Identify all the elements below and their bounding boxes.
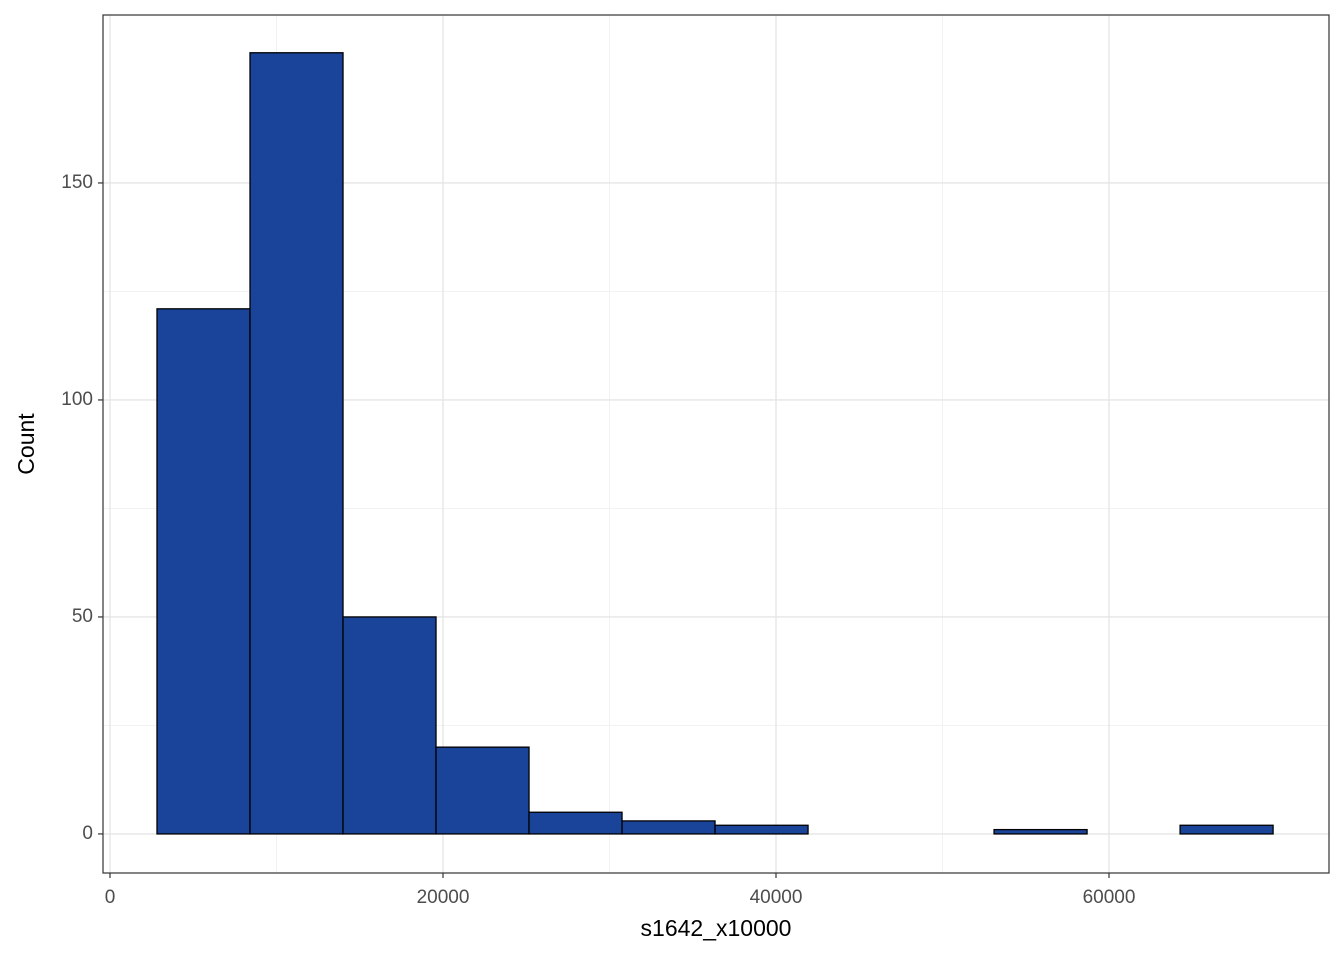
y-tick-label: 0	[82, 823, 93, 844]
x-tick-label: 40000	[750, 887, 803, 908]
bars	[156, 52, 1274, 835]
y-tick-label: 150	[61, 172, 93, 193]
panel-border	[102, 14, 1330, 874]
bar	[528, 811, 623, 835]
y-tick-label: 100	[61, 389, 93, 410]
x-tick-label: 0	[105, 887, 116, 908]
bar	[714, 824, 809, 835]
bar	[342, 616, 437, 835]
y-tick-label: 50	[72, 606, 93, 627]
bar	[621, 820, 716, 835]
x-tick-label: 20000	[417, 887, 470, 908]
x-tick-label: 60000	[1083, 887, 1136, 908]
bar	[993, 828, 1088, 835]
bar	[249, 52, 344, 835]
y-axis-title: Count	[13, 413, 39, 475]
bar	[1179, 824, 1274, 835]
bar	[156, 308, 251, 835]
x-axis-title: s1642_x10000	[641, 915, 792, 941]
bar	[435, 746, 530, 835]
